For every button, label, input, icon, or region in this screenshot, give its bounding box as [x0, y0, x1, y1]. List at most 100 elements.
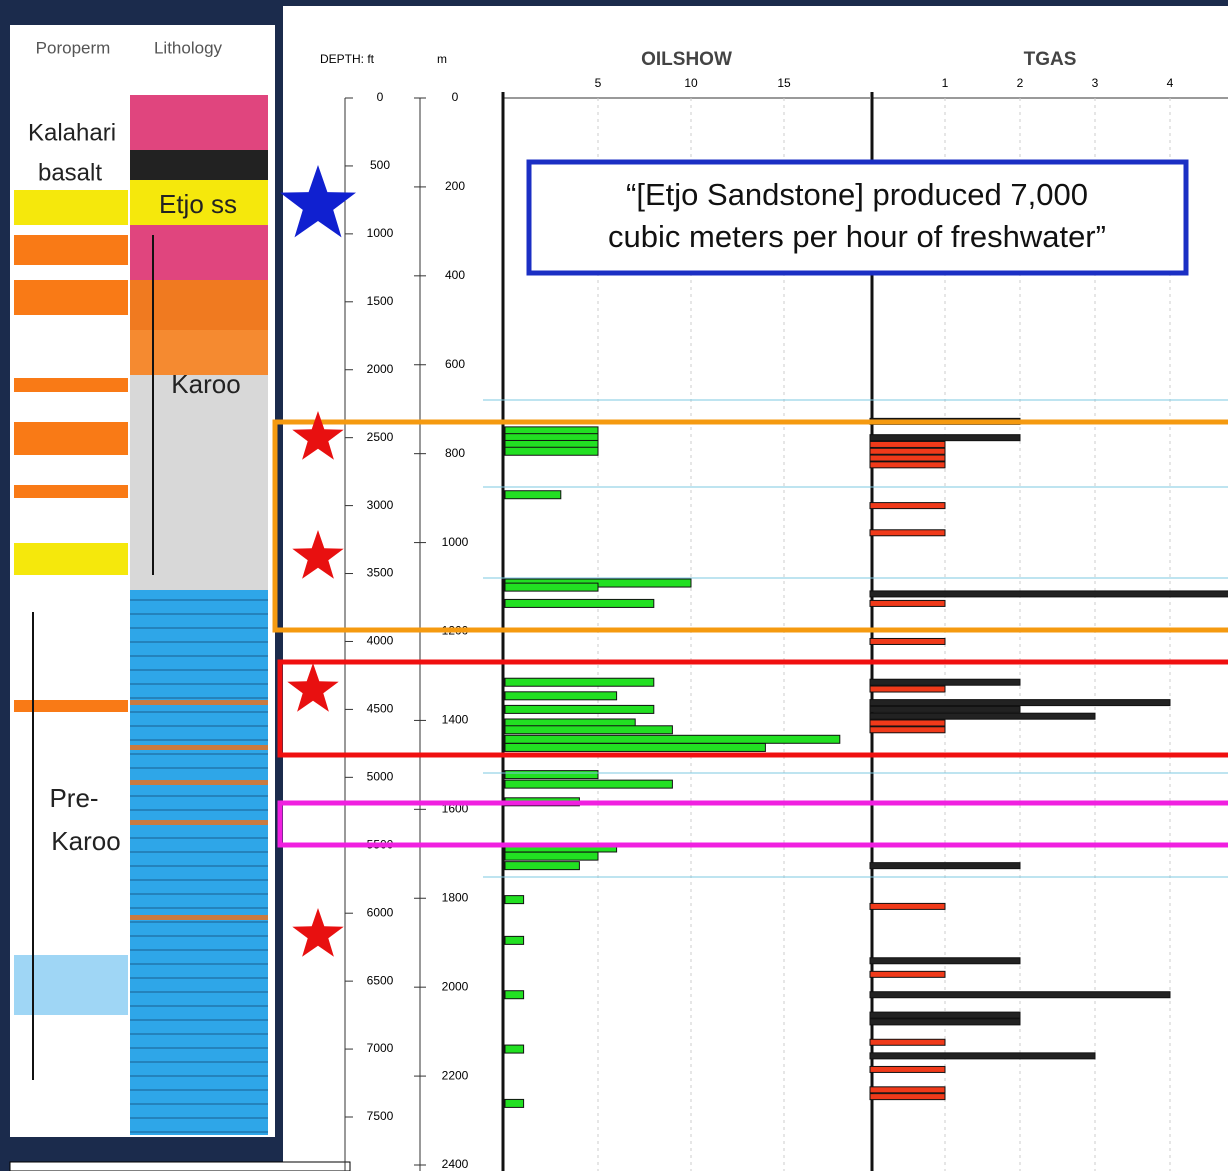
track-title: OILSHOW — [641, 49, 732, 70]
tgas-bar — [869, 902, 946, 910]
poroperm-band — [14, 422, 128, 455]
callout: “[Etjo Sandstone] produced 7,000 — [626, 177, 1088, 212]
lithology-layer — [130, 150, 268, 180]
lithology-layer — [130, 95, 268, 150]
poroperm-band — [14, 190, 128, 225]
tick-label: 2500 — [367, 430, 394, 444]
tgas-bar — [869, 461, 946, 469]
tick-label: 1000 — [367, 226, 394, 240]
axis-title: m — [437, 52, 447, 66]
oilshow-bar — [504, 1044, 525, 1054]
tick-label: 500 — [370, 158, 390, 172]
tick-label: 2000 — [442, 979, 469, 993]
star — [292, 411, 344, 460]
tick-label: 400 — [445, 268, 465, 282]
oilshow-bar — [504, 779, 673, 789]
lithology-layer — [130, 280, 268, 330]
highlight-box — [277, 800, 1228, 848]
oilshow-bar — [504, 734, 841, 744]
tick-label: 5 — [595, 76, 602, 90]
shale-band — [130, 915, 268, 920]
tick-label: 0 — [377, 90, 384, 104]
star — [292, 530, 344, 579]
oilshow-bar — [504, 598, 655, 608]
tgas-bar — [869, 1065, 946, 1073]
tick-label: 2 — [1017, 76, 1024, 90]
label: Kalahari — [28, 119, 116, 146]
star — [287, 663, 339, 712]
tick-label: 3 — [1092, 76, 1099, 90]
tick-label: 4 — [1167, 76, 1174, 90]
oilshow-bar — [504, 861, 580, 871]
poroperm-band — [14, 543, 128, 575]
oilshow-bar — [504, 725, 673, 735]
star — [280, 165, 356, 238]
poroperm-band — [14, 955, 128, 1015]
tgas-bar — [869, 1038, 946, 1046]
oilshow-bar — [504, 935, 525, 945]
tgas-bar — [869, 502, 946, 510]
tick-label: 1500 — [367, 294, 394, 308]
oilshow-bar — [504, 742, 766, 752]
oilshow-bar — [504, 582, 599, 592]
label: Pre- — [49, 783, 98, 813]
tick-label: 5000 — [367, 770, 394, 784]
track-title: TGAS — [1024, 49, 1077, 70]
tick-label: 7500 — [367, 1109, 394, 1123]
label: basalt — [38, 159, 102, 186]
tgas-bar — [869, 699, 1171, 707]
tgas-bar — [869, 719, 946, 727]
tgas-bar — [869, 705, 1021, 713]
oilshow-bar — [504, 1098, 525, 1108]
tgas-bar — [869, 726, 946, 734]
tgas-bar — [869, 678, 1021, 686]
tgas-bar — [869, 1018, 1021, 1026]
tgas-bar — [869, 447, 946, 455]
oilshow-bar — [504, 446, 599, 456]
oilshow-bar — [504, 851, 599, 861]
tick-label: 2400 — [442, 1157, 469, 1171]
tick-label: 600 — [445, 357, 465, 371]
shale-band — [130, 745, 268, 750]
callout: cubic meters per hour of freshwater” — [608, 219, 1106, 254]
shale-band — [130, 780, 268, 785]
tgas-bar — [869, 862, 1021, 870]
poroperm-band — [14, 700, 128, 712]
axis-title: DEPTH: ft — [320, 52, 375, 66]
lithology-layer — [130, 375, 268, 590]
oilshow-bar — [504, 691, 618, 701]
tgas-bar — [869, 970, 946, 978]
lithology-layer — [130, 180, 268, 190]
oilshow-bar — [504, 895, 525, 905]
oilshow-bar — [504, 490, 562, 500]
tick-label: 15 — [777, 76, 791, 90]
tick-label: 3500 — [367, 566, 394, 580]
footer-box — [9, 1161, 351, 1171]
poroperm-band — [14, 485, 128, 498]
tgas-bar — [869, 454, 946, 462]
lithology-layer — [130, 190, 268, 225]
tgas-bar — [869, 991, 1171, 999]
lithology-layer — [130, 225, 268, 280]
oilshow-bar — [504, 770, 599, 780]
oilshow-bar — [504, 990, 525, 1000]
tgas-bar — [869, 529, 946, 537]
tgas-bar — [869, 685, 946, 693]
tgas-bar — [869, 434, 1021, 442]
tick-label: 4000 — [367, 634, 394, 648]
tick-label: 6500 — [367, 973, 394, 987]
tick-label: 200 — [445, 179, 465, 193]
poroperm-band — [14, 235, 128, 265]
tgas-bar — [869, 599, 946, 607]
header: Lithology — [154, 38, 223, 57]
highlight-box — [277, 659, 1228, 758]
header: Poroperm — [36, 38, 111, 57]
shale-band — [130, 700, 268, 705]
oilshow-bar — [504, 704, 655, 714]
tgas-bar — [869, 1093, 946, 1101]
highlight-box — [272, 419, 1228, 633]
tick-label: 2000 — [367, 362, 394, 376]
tgas-bar — [869, 1052, 1096, 1060]
tick-label: 10 — [684, 76, 698, 90]
